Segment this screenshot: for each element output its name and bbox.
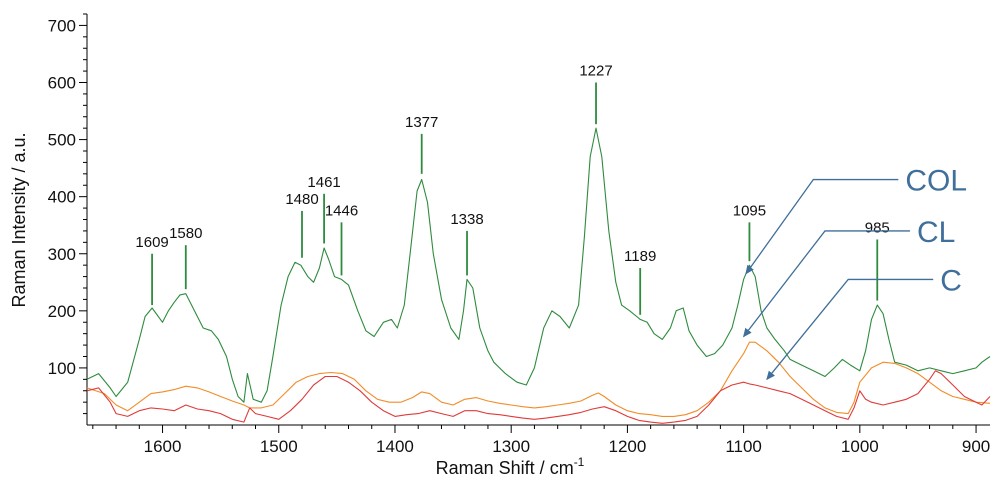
peak-label-1338: 1338 — [450, 211, 483, 228]
callout-label-cl: CL — [917, 216, 955, 249]
peak-label-1095: 1095 — [733, 202, 766, 219]
peak-label-1377: 1377 — [405, 114, 438, 131]
callout-arrow-c — [766, 278, 934, 381]
peak-label-1446: 1446 — [325, 202, 358, 219]
y-tick-label: 700 — [48, 16, 76, 35]
x-tick-label: 1100 — [725, 437, 762, 456]
y-tick-label: 100 — [48, 359, 76, 378]
callout-label-col: COL — [905, 165, 967, 198]
x-tick-label: 1600 — [144, 437, 182, 456]
peak-label-1461: 1461 — [307, 174, 340, 191]
x-tick-label: 1000 — [841, 437, 879, 456]
x-axis-title: Raman Shift / cm-1 — [436, 455, 585, 478]
peak-label-1480: 1480 — [285, 191, 318, 208]
y-tick-label: 500 — [48, 131, 76, 150]
series-line-col — [86, 127, 991, 403]
y-tick-label: 300 — [48, 245, 76, 264]
peak-label-1609: 1609 — [135, 234, 168, 251]
callout-arrow-col — [745, 178, 899, 275]
axes: 100 200 300 400 500 600 700 1600 1500 1400 1300 120… — [48, 13, 990, 456]
x-tick-label: 1400 — [376, 437, 414, 456]
y-tick-label: 400 — [48, 188, 76, 207]
x-tick-label: 900 — [962, 437, 990, 456]
x-tick-label: 1500 — [260, 437, 298, 456]
x-tick-label: 1300 — [492, 437, 530, 456]
series-line-c — [86, 370, 991, 424]
peak-label-1189: 1189 — [624, 248, 656, 265]
series-layer — [86, 127, 991, 424]
x-tick-label: 1200 — [608, 437, 646, 456]
y-tick-label: 200 — [48, 302, 76, 321]
peak-label-1227: 1227 — [579, 63, 612, 80]
y-axis-title: Raman Intensity / a.u. — [9, 132, 29, 307]
callout-annotations: COL CL C — [743, 165, 967, 381]
series-line-cl — [86, 341, 991, 417]
peak-label-985: 985 — [865, 219, 890, 236]
peak-label-1580: 1580 — [169, 225, 202, 242]
callout-arrow-cl — [743, 230, 910, 338]
callout-label-c: C — [940, 264, 962, 297]
y-tick-label: 600 — [48, 74, 76, 93]
